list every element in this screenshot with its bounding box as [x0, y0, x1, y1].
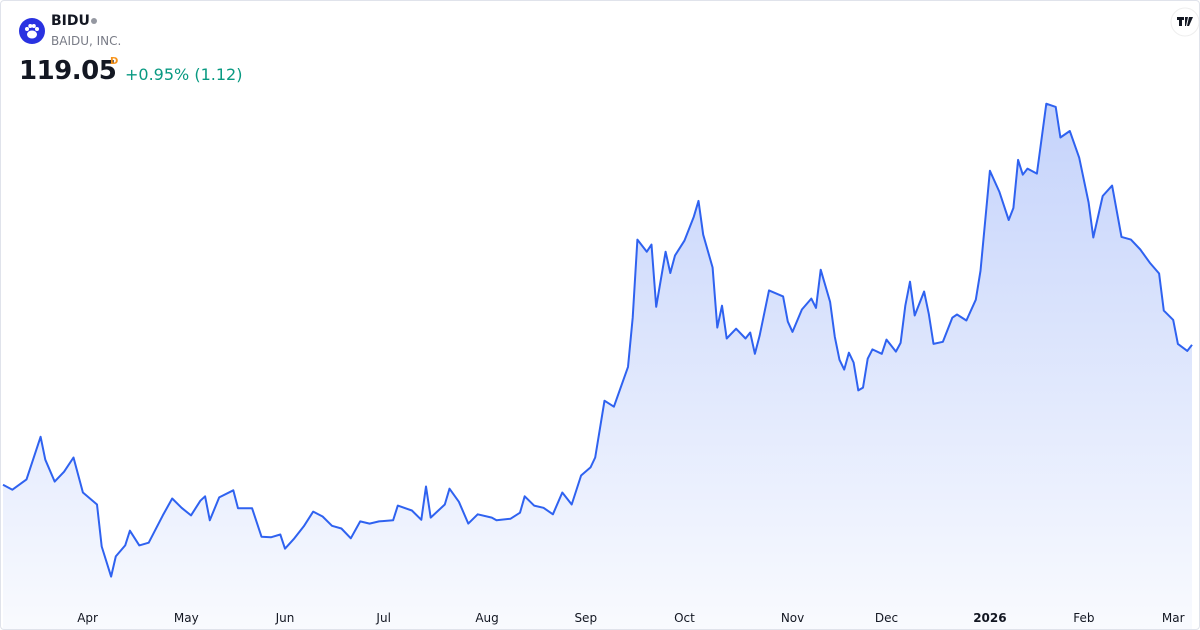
x-tick-label: Dec	[875, 611, 898, 625]
status-dot	[91, 18, 97, 24]
x-tick-label: Jul	[375, 611, 390, 625]
x-tick-label: Jun	[275, 611, 295, 625]
symbol: BIDU	[51, 13, 90, 29]
x-tick-label: 2026	[973, 611, 1006, 625]
x-tick-label: Sep	[574, 611, 597, 625]
x-tick-label: Mar	[1162, 611, 1185, 625]
x-tick-label: Aug	[475, 611, 498, 625]
logo	[19, 18, 45, 44]
brand-logo[interactable]	[1170, 7, 1200, 37]
company-name: BAIDU, INC.	[51, 34, 122, 48]
price: 119.05	[19, 56, 117, 86]
price-line	[2, 102, 1193, 578]
x-tick-label: Oct	[674, 611, 695, 625]
x-tick-label: Nov	[781, 611, 804, 625]
x-tick-label: Apr	[77, 611, 98, 625]
x-tick-label: Feb	[1073, 611, 1094, 625]
x-tick-label: May	[174, 611, 199, 625]
interval: D	[110, 56, 119, 67]
area	[3, 103, 1192, 629]
price-change: +0.95% (1.12)	[125, 65, 243, 84]
